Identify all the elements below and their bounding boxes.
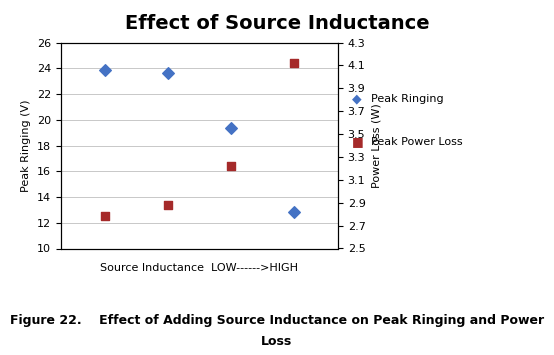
Peak Ringing: [289, 209, 298, 215]
Peak Power Loss: [163, 202, 172, 208]
Peak Power Loss: [289, 60, 298, 66]
Text: Source Inductance  LOW------>HIGH: Source Inductance LOW------>HIGH: [100, 263, 299, 273]
Peak Ringing: [163, 70, 172, 76]
Peak Ringing: [101, 67, 110, 73]
Peak Power Loss: [227, 163, 235, 169]
Y-axis label: Power Loss (W): Power Loss (W): [371, 103, 381, 188]
Peak Ringing: [227, 125, 235, 131]
Text: Peak Ringing: Peak Ringing: [371, 94, 444, 104]
Peak Power Loss: [101, 214, 110, 219]
Text: ■: ■: [352, 136, 363, 148]
Text: Effect of Source Inductance: Effect of Source Inductance: [125, 14, 429, 33]
Text: Peak Power Loss: Peak Power Loss: [371, 137, 463, 147]
Text: Loss: Loss: [261, 335, 293, 349]
Text: Figure 22.    Effect of Adding Source Inductance on Peak Ringing and Power: Figure 22. Effect of Adding Source Induc…: [10, 314, 544, 327]
Text: ◆: ◆: [352, 93, 361, 106]
Y-axis label: Peak Ringing (V): Peak Ringing (V): [22, 99, 32, 192]
